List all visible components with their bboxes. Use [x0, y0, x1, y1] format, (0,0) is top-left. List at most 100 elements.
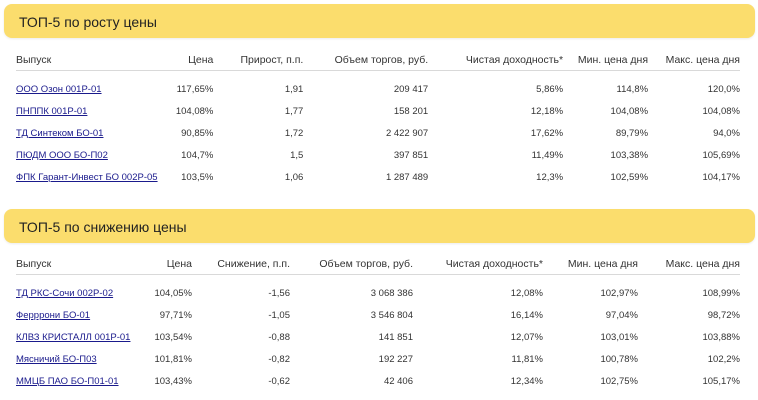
change-cell: -1,56 — [268, 287, 290, 299]
yield-cell: 12,34% — [510, 375, 543, 387]
min-price-cell: 89,79% — [615, 127, 649, 139]
price-cell: 103,5% — [181, 171, 214, 183]
yield-cell: 17,62% — [530, 127, 564, 139]
change-cell: 1,5 — [290, 149, 304, 161]
issue-link[interactable]: ММЦБ ПАО БО-П01-01 — [16, 375, 119, 387]
yield-cell: 5,86% — [536, 83, 564, 95]
table-header-row: Выпуск Цена Снижение, п.п. Объем торгов,… — [16, 254, 740, 275]
change-cell: 1,72 — [284, 127, 304, 139]
price-cell: 97,71% — [159, 309, 192, 321]
spacer-row — [16, 70, 740, 78]
table-row: ТД Синтеком БО-01 90,85% 1,72 2 422 907 17,6… — [16, 122, 740, 144]
yield-cell: 12,07% — [510, 331, 543, 343]
volume-cell: 209 417 — [393, 83, 429, 95]
decline-table: Выпуск Цена Снижение, п.п. Объем торгов,… — [16, 254, 740, 392]
volume-cell: 397 851 — [393, 149, 429, 161]
col-issue: Выпуск — [16, 50, 176, 71]
max-price-cell: 102,2% — [707, 353, 740, 365]
yield-cell: 11,49% — [531, 149, 564, 161]
min-price-cell: 102,59% — [610, 171, 649, 183]
volume-cell: 1 287 489 — [385, 171, 429, 183]
table-row: ООО Озон 001Р-01 117,65% 1,91 209 417 5,86% 1… — [16, 78, 740, 100]
col-volume: Объем торгов, руб. — [303, 50, 429, 71]
table-row: Ферррони БО-01 97,71% -1,05 3 546 804 16,14%… — [16, 304, 740, 326]
issue-link[interactable]: КЛВЗ КРИСТАЛЛ 001Р-01 — [16, 331, 131, 343]
max-price-cell: 105,69% — [702, 149, 740, 161]
issue-link[interactable]: ПЮДМ ООО БО-П02 — [16, 149, 108, 161]
table-row: ПЮДМ ООО БО-П02 104,7% 1,5 397 851 11,49% 103… — [16, 144, 740, 166]
issue-link[interactable]: ТД РКС-Сочи 002Р-02 — [16, 287, 114, 299]
yield-cell: 12,18% — [530, 105, 564, 117]
price-cell: 104,7% — [181, 149, 214, 161]
col-price: Цена — [175, 50, 214, 71]
max-price-cell: 103,88% — [702, 331, 740, 343]
min-price-cell: 102,97% — [600, 287, 638, 299]
max-price-cell: 98,72% — [707, 309, 740, 321]
change-cell: 1,06 — [284, 171, 304, 183]
change-cell: -0,82 — [268, 353, 290, 365]
issue-link[interactable]: ФПК Гарант-Инвест БО 002Р-05 — [16, 171, 158, 183]
table-row: Мясничий БО-П03 101,81% -0,82 192 227 11,81%… — [16, 348, 740, 370]
change-cell: 1,91 — [284, 83, 304, 95]
issue-link[interactable]: ПНППК 001Р-01 — [16, 105, 88, 117]
col-min-price: Мин. цена дня — [563, 50, 649, 71]
section-title-growth: ТОП-5 по росту цены — [4, 4, 755, 38]
issue-link[interactable]: ООО Озон 001Р-01 — [16, 83, 102, 95]
col-volume: Объем торгов, руб. — [290, 254, 413, 275]
col-yield: Чистая доходность* — [428, 50, 564, 71]
table-row: ПНППК 001Р-01 104,08% 1,77 158 201 12,18% 104… — [16, 100, 740, 122]
issue-link[interactable]: Ферррони БО-01 — [16, 309, 91, 321]
issue-link[interactable]: Мясничий БО-П03 — [16, 353, 97, 365]
growth-table: Выпуск Цена Прирост, п.п. Объем торгов, … — [16, 50, 740, 188]
price-cell: 101,81% — [154, 353, 192, 365]
max-price-cell: 104,08% — [702, 105, 740, 117]
col-max-price: Макс. цена дня — [638, 254, 740, 275]
min-price-cell: 102,75% — [600, 375, 638, 387]
max-price-cell: 94,0% — [713, 127, 740, 139]
volume-cell: 192 227 — [378, 353, 413, 365]
max-price-cell: 104,17% — [702, 171, 740, 183]
yield-cell: 11,81% — [511, 353, 543, 365]
min-price-cell: 114,8% — [616, 83, 649, 95]
col-change: Прирост, п.п. — [213, 50, 304, 71]
min-price-cell: 104,08% — [610, 105, 649, 117]
price-cell: 103,54% — [154, 331, 192, 343]
yield-cell: 12,08% — [510, 287, 543, 299]
yield-cell: 16,14% — [510, 309, 543, 321]
min-price-cell: 103,38% — [610, 149, 649, 161]
volume-cell: 3 068 386 — [370, 287, 413, 299]
table-header-row: Выпуск Цена Прирост, п.п. Объем торгов, … — [16, 50, 740, 71]
yield-cell: 12,3% — [536, 171, 564, 183]
price-cell: 117,65% — [176, 83, 214, 95]
table-row: ФПК Гарант-Инвест БО 002Р-05 103,5% 1,06 1 … — [16, 166, 740, 188]
col-max-price: Макс. цена дня — [648, 50, 740, 71]
section-title-decline: ТОП-5 по снижению цены — [4, 209, 755, 243]
volume-cell: 2 422 907 — [385, 127, 429, 139]
col-min-price: Мин. цена дня — [543, 254, 638, 275]
price-cell: 104,05% — [154, 287, 192, 299]
col-change: Снижение, п.п. — [192, 254, 290, 275]
price-cell: 90,85% — [181, 127, 214, 139]
max-price-cell: 108,99% — [702, 287, 740, 299]
max-price-cell: 120,0% — [707, 83, 740, 95]
min-price-cell: 100,78% — [600, 353, 638, 365]
issue-link[interactable]: ТД Синтеком БО-01 — [16, 127, 104, 139]
volume-cell: 158 201 — [393, 105, 429, 117]
table-row: ММЦБ ПАО БО-П01-01 103,43% -0,62 42 406 12,3… — [16, 370, 740, 392]
change-cell: -0,88 — [268, 331, 290, 343]
min-price-cell: 97,04% — [605, 309, 638, 321]
change-cell: 1,77 — [284, 105, 304, 117]
spacer-row — [16, 274, 740, 282]
change-cell: -1,05 — [268, 309, 290, 321]
price-cell: 103,43% — [154, 375, 192, 387]
change-cell: -0,62 — [268, 375, 290, 387]
col-issue: Выпуск — [16, 254, 146, 275]
min-price-cell: 103,01% — [600, 331, 638, 343]
max-price-cell: 105,17% — [702, 375, 740, 387]
volume-cell: 3 546 804 — [370, 309, 413, 321]
table-row: КЛВЗ КРИСТАЛЛ 001Р-01 103,54% -0,88 141 851… — [16, 326, 740, 348]
col-price: Цена — [146, 254, 192, 275]
volume-cell: 141 851 — [378, 331, 413, 343]
col-yield: Чистая доходность* — [413, 254, 543, 275]
table-row: ТД РКС-Сочи 002Р-02 104,05% -1,56 3 068 386… — [16, 282, 740, 304]
